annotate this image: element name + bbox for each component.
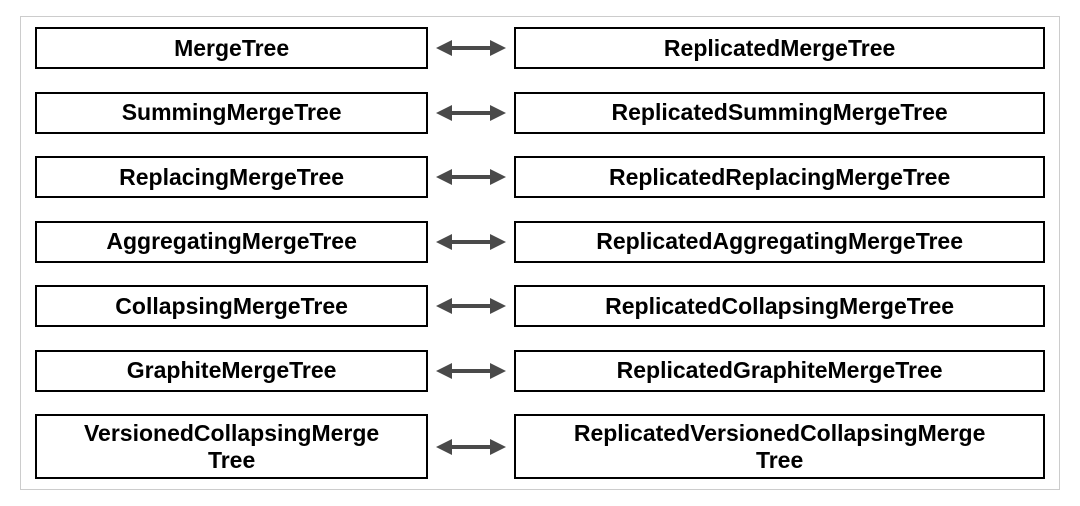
double-arrow-icon [436,36,506,60]
left-engine-label: CollapsingMergeTree [115,293,348,319]
double-arrow-icon [436,359,506,383]
double-arrow-icon [436,165,506,189]
left-engine-label: AggregatingMergeTree [106,228,357,254]
left-engine-box: MergeTree [35,27,428,69]
mapping-row: ReplacingMergeTree ReplicatedReplacingMe… [35,156,1045,198]
right-engine-label: ReplicatedReplacingMergeTree [609,164,950,190]
diagram-container: MergeTree ReplicatedMergeTree SummingMer… [20,16,1060,490]
right-engine-box: ReplicatedSummingMergeTree [514,92,1045,134]
left-engine-box: CollapsingMergeTree [35,285,428,327]
mapping-row: GraphiteMergeTree ReplicatedGraphiteMerg… [35,350,1045,392]
left-engine-box: AggregatingMergeTree [35,221,428,263]
left-engine-box: SummingMergeTree [35,92,428,134]
mapping-row: AggregatingMergeTree ReplicatedAggregati… [35,221,1045,263]
mapping-row: SummingMergeTree ReplicatedSummingMergeT… [35,92,1045,134]
right-engine-label: ReplicatedAggregatingMergeTree [596,228,963,254]
left-engine-box: VersionedCollapsingMergeTree [35,414,428,479]
left-engine-label: SummingMergeTree [122,99,342,125]
left-engine-label: ReplacingMergeTree [119,164,344,190]
left-engine-box: ReplacingMergeTree [35,156,428,198]
right-engine-box: ReplicatedReplacingMergeTree [514,156,1045,198]
right-engine-box: ReplicatedAggregatingMergeTree [514,221,1045,263]
mapping-row: CollapsingMergeTree ReplicatedCollapsing… [35,285,1045,327]
right-engine-box: ReplicatedVersionedCollapsingMergeTree [514,414,1045,479]
right-engine-label: ReplicatedMergeTree [664,35,895,61]
right-engine-box: ReplicatedCollapsingMergeTree [514,285,1045,327]
left-engine-box: GraphiteMergeTree [35,350,428,392]
right-engine-label: ReplicatedSummingMergeTree [612,99,948,125]
mapping-row: VersionedCollapsingMergeTree ReplicatedV… [35,414,1045,479]
right-engine-label: ReplicatedVersionedCollapsingMergeTree [574,420,986,473]
left-engine-label: MergeTree [174,35,289,61]
left-engine-label: VersionedCollapsingMergeTree [84,420,379,473]
double-arrow-icon [436,230,506,254]
right-engine-box: ReplicatedGraphiteMergeTree [514,350,1045,392]
double-arrow-icon [436,435,506,459]
left-engine-label: GraphiteMergeTree [127,357,337,383]
double-arrow-icon [436,101,506,125]
right-engine-label: ReplicatedCollapsingMergeTree [605,293,954,319]
double-arrow-icon [436,294,506,318]
mapping-row: MergeTree ReplicatedMergeTree [35,27,1045,69]
right-engine-box: ReplicatedMergeTree [514,27,1045,69]
right-engine-label: ReplicatedGraphiteMergeTree [617,357,943,383]
